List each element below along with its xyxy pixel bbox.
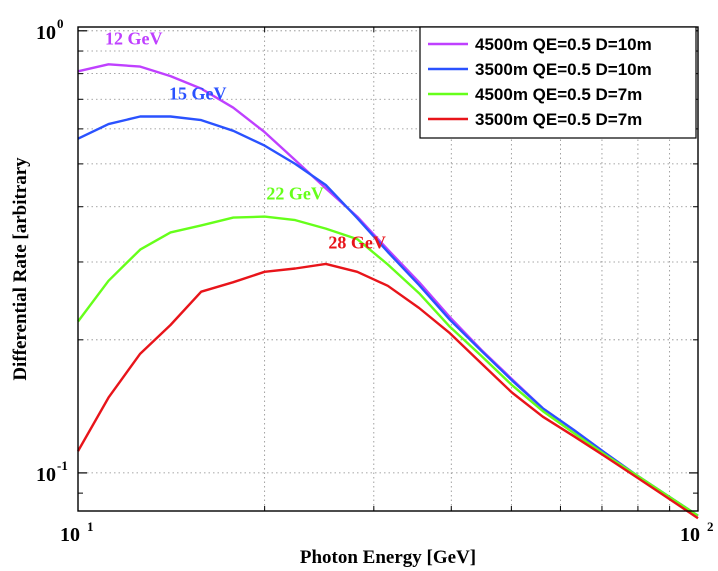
y-tick-label: 10 <box>36 22 56 44</box>
series-line-2 <box>77 115 699 517</box>
series-line-4 <box>76 262 699 520</box>
legend-entry-4: 3500m QE=0.5 D=7m <box>475 110 642 129</box>
y-tick-label-exponent: 0 <box>57 16 64 31</box>
peak-annotation-1: 12 GeV <box>105 29 163 49</box>
x-tick-label: 10 <box>680 524 700 546</box>
legend: 4500m QE=0.5 D=10m 3500m QE=0.5 D=10m 4500… <box>419 26 697 139</box>
x-tick-label-exponent: 1 <box>87 519 94 534</box>
peak-annotation-4: 28 GeV <box>328 232 386 252</box>
y-axis-label: Differential Rate [arbitrary <box>10 157 31 381</box>
x-axis-label: Photon Energy [GeV] <box>300 547 476 568</box>
y-tick-label-exponent: -1 <box>57 458 68 473</box>
series-lines <box>76 63 699 520</box>
legend-entry-2: 3500m QE=0.5 D=10m <box>475 60 652 79</box>
peak-annotation-2: 15 GeV <box>169 83 227 103</box>
x-tick-label: 10 <box>60 524 80 546</box>
y-tick-label: 10 <box>36 464 56 486</box>
peak-annotations: 12 GeV 15 GeV 22 GeV 28 GeV <box>105 29 386 253</box>
x-tick-label-exponent: 2 <box>707 519 714 534</box>
plot-frame <box>77 26 699 512</box>
series-line-3 <box>77 215 699 517</box>
legend-entry-3: 4500m QE=0.5 D=7m <box>475 85 642 104</box>
legend-entry-1: 4500m QE=0.5 D=10m <box>475 35 652 54</box>
peak-annotation-3: 22 GeV <box>266 184 324 204</box>
